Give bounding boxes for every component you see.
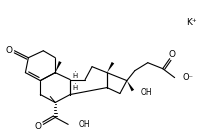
- Text: OH: OH: [78, 120, 90, 129]
- Text: OH: OH: [141, 88, 152, 97]
- Text: O: O: [35, 122, 42, 131]
- Text: O: O: [6, 46, 13, 55]
- Polygon shape: [107, 62, 114, 73]
- Text: K⁺: K⁺: [186, 18, 197, 27]
- Text: Ḣ: Ḣ: [72, 72, 77, 79]
- Text: O⁻: O⁻: [183, 73, 194, 82]
- Text: O: O: [168, 50, 175, 59]
- Polygon shape: [55, 61, 62, 73]
- Text: Ḣ: Ḣ: [72, 84, 77, 91]
- Polygon shape: [127, 81, 134, 91]
